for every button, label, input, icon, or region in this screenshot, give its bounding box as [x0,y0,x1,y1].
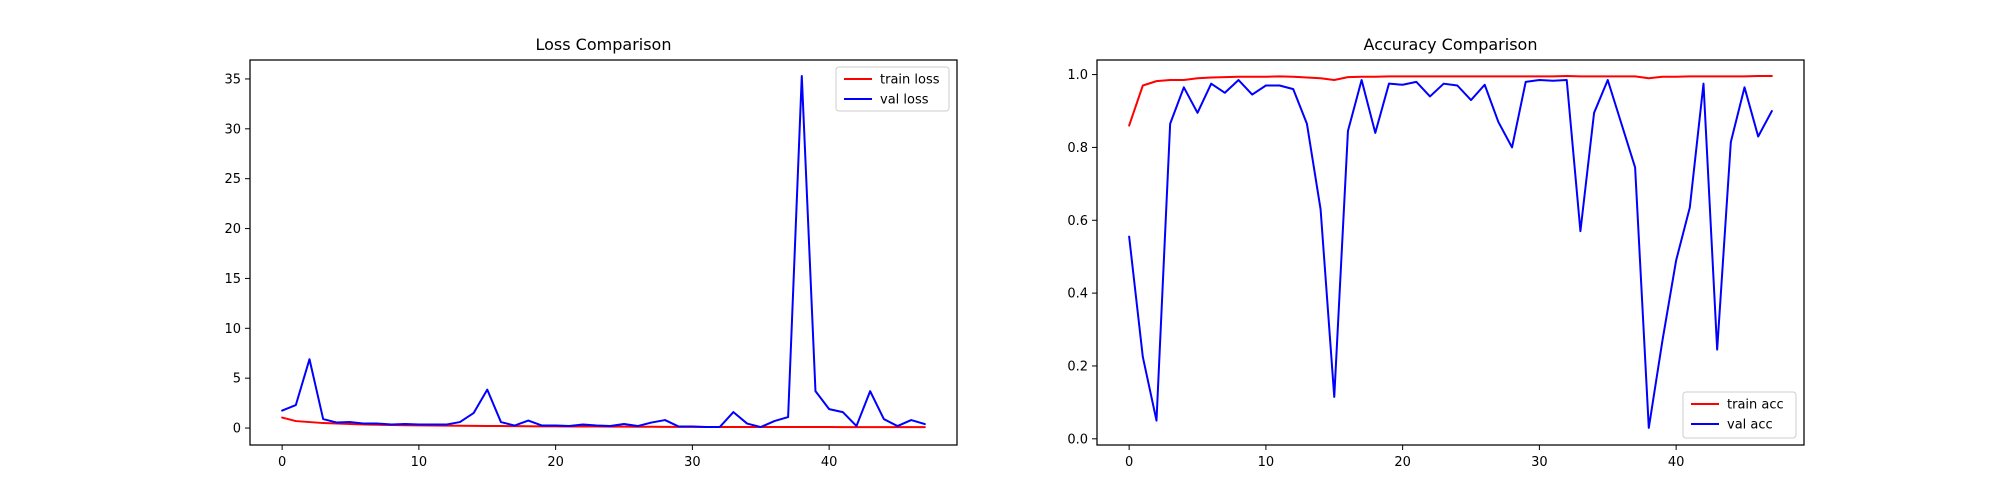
loss-x-tick-label: 10 [411,455,428,470]
accuracy-y-tick-label: 0.0 [1067,432,1088,447]
loss-series-val-loss-line [281,74,926,429]
loss-chart-title: Loss Comparison [536,35,672,54]
loss-x-tick-label: 20 [547,455,564,470]
loss-legend-label-val-loss: val loss [880,93,929,108]
accuracy-series-val-acc-line [1128,79,1773,429]
loss-x-tick-label: 40 [821,455,838,470]
accuracy-y-tick-label: 0.4 [1067,287,1088,302]
loss-comparison-chart: Loss Comparison 0 10 20 30 40 0 5 10 15 20 25 30 35 tr… [224,35,958,470]
accuracy-legend-label-train-acc: train acc [1727,398,1784,413]
accuracy-y-tick-label: 0.8 [1067,141,1088,156]
accuracy-x-tick-label: 20 [1394,455,1411,470]
accuracy-axes-frame [1096,59,1805,446]
accuracy-x-tick-label: 40 [1668,455,1685,470]
accuracy-chart-title: Accuracy Comparison [1364,35,1538,54]
accuracy-legend: train acc val acc [1682,391,1797,439]
loss-y-tick-label: 20 [224,222,241,237]
accuracy-x-tick-label: 10 [1258,455,1275,470]
loss-x-tick-label: 0 [278,455,286,470]
accuracy-y-tick-label: 1.0 [1067,68,1088,83]
accuracy-comparison-chart: Accuracy Comparison 0 10 20 30 40 0.0 0.2 0.4 0.6… [1067,35,1805,470]
loss-y-tick-label: 5 [233,372,241,387]
accuracy-series-train-acc-line [1128,75,1773,127]
accuracy-y-tick-label: 0.6 [1067,214,1088,229]
loss-legend: train loss val loss [835,66,950,112]
loss-y-tick-label: 25 [224,172,241,187]
accuracy-x-tick-label: 0 [1125,455,1133,470]
accuracy-legend-label-val-acc: val acc [1727,418,1773,433]
accuracy-x-tick-label: 30 [1531,455,1548,470]
loss-y-tick-label: 0 [233,422,241,437]
loss-axes-frame [249,59,958,446]
loss-y-tick-label: 15 [224,272,241,287]
loss-y-tick-label: 35 [224,72,241,87]
loss-x-tick-label: 30 [684,455,701,470]
loss-legend-label-train-loss: train loss [880,73,940,88]
accuracy-y-tick-label: 0.2 [1067,359,1088,374]
loss-y-tick-label: 10 [224,322,241,337]
loss-y-tick-label: 30 [224,122,241,137]
